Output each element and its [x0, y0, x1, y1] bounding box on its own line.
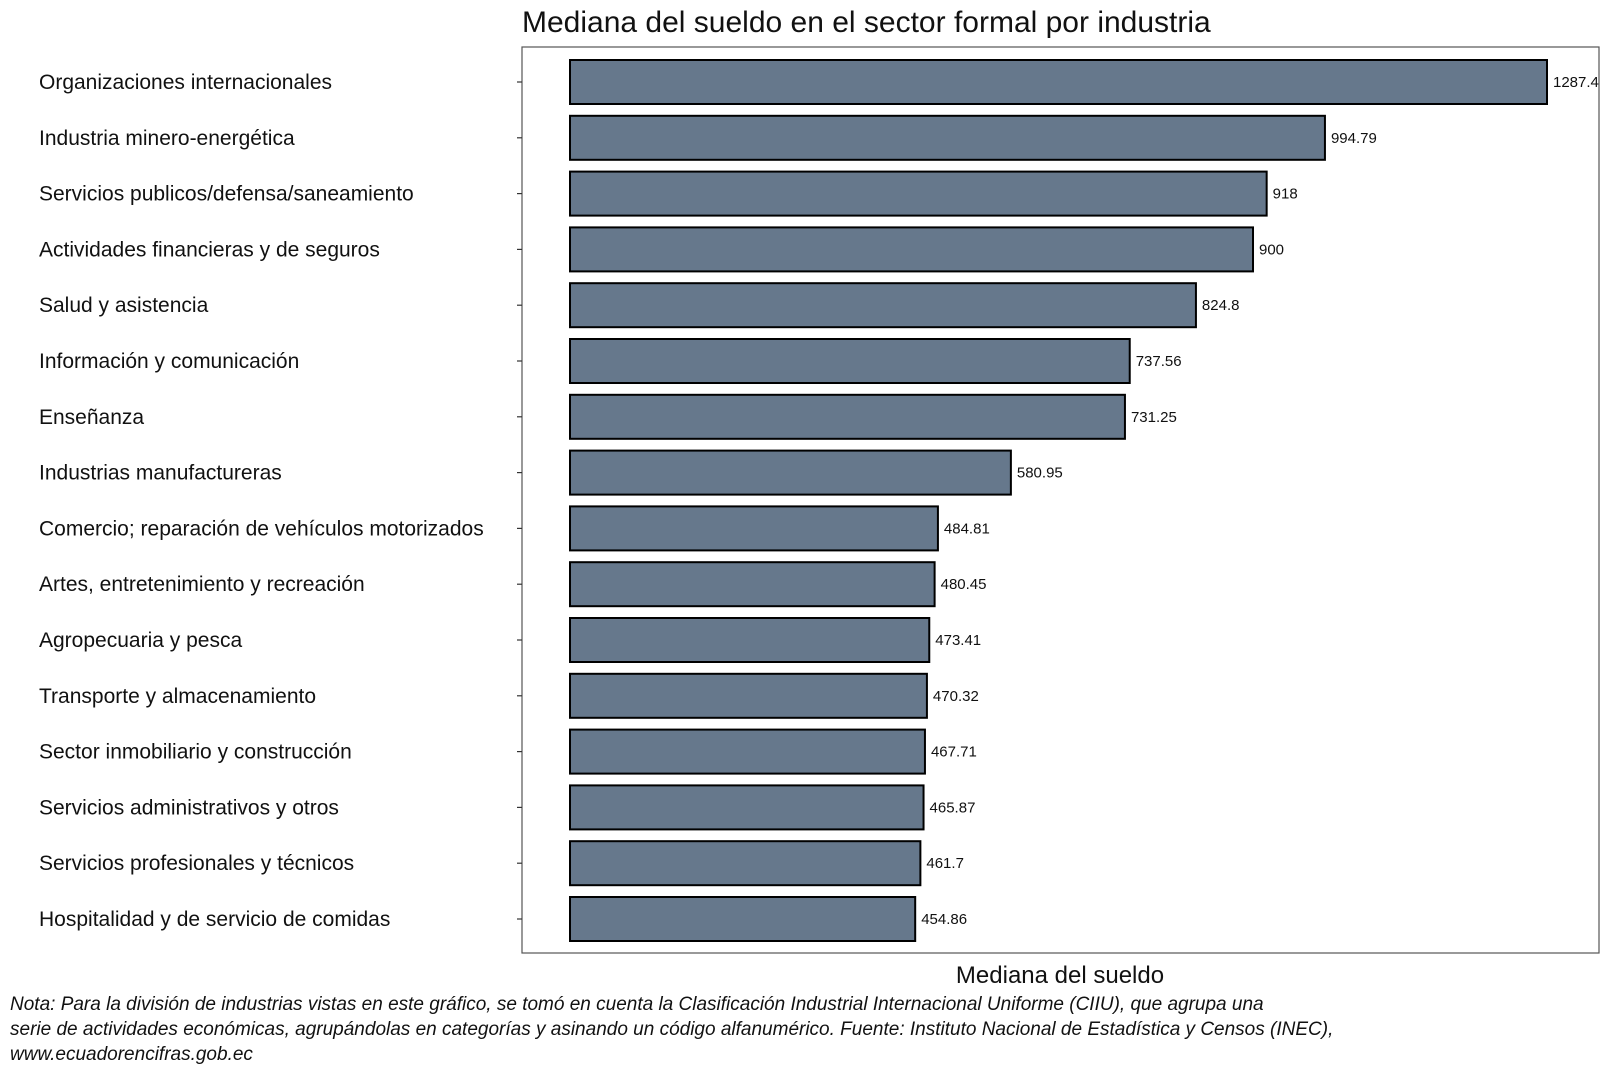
category-label: Industrias manufactureras	[39, 462, 282, 485]
category-label: Transporte y almacenamiento	[39, 685, 316, 708]
bar	[569, 840, 922, 887]
category-label: Artes, entretenimiento y recreación	[39, 573, 365, 596]
bar	[569, 449, 1012, 496]
bar	[569, 59, 1548, 105]
category-label: Industria minero-energética	[39, 127, 295, 150]
bar-value-label: 994.79	[1331, 130, 1377, 147]
bar	[569, 728, 926, 775]
bar-value-label: 473.41	[935, 632, 981, 649]
bar	[569, 896, 917, 942]
category-label-group: Organizaciones internacionales Industria …	[39, 71, 484, 931]
bar	[569, 393, 1126, 440]
bar-value-label: 580.95	[1017, 465, 1063, 482]
bar	[569, 672, 928, 719]
bar-value-label: 731.25	[1131, 409, 1177, 426]
bar-value-label: 454.86	[921, 911, 967, 928]
bar	[569, 226, 1255, 273]
bar	[569, 784, 925, 831]
bar	[569, 114, 1326, 161]
category-label: Enseñanza	[39, 406, 144, 429]
bar-value-label: 918	[1273, 186, 1298, 203]
bar-value-label: 484.81	[944, 520, 990, 537]
footnote: Nota: Para la división de industrias vis…	[10, 992, 1570, 1067]
bar	[569, 505, 939, 552]
bar-value-label: 824.8	[1202, 297, 1240, 314]
bar-group: 1287.4 994.79 918 900 824.8 737.56 731.25 580.9…	[569, 59, 1599, 942]
footnote-line: serie de actividades económicas, agrupán…	[10, 1019, 1334, 1040]
category-label: Sector inmobiliario y construcción	[39, 741, 352, 764]
category-label: Servicios profesionales y técnicos	[39, 852, 354, 875]
bar	[569, 170, 1268, 217]
bar	[569, 338, 1131, 384]
chart-title: Mediana del sueldo en el sector formal p…	[522, 6, 1211, 39]
bar	[569, 617, 931, 663]
x-axis-label: Mediana del sueldo	[956, 962, 1164, 989]
category-label: Servicios administrativos y otros	[39, 796, 339, 819]
y-tick-group	[517, 81, 522, 920]
bar-value-label: 1287.4	[1553, 74, 1599, 91]
bar-value-label: 465.87	[930, 799, 976, 816]
bar-value-label: 461.7	[926, 855, 964, 872]
category-label: Actividades financieras y de seguros	[39, 238, 380, 261]
category-label: Información y comunicación	[39, 350, 299, 373]
category-label: Comercio; reparación de vehículos motori…	[39, 517, 484, 540]
bar-value-label: 900	[1259, 241, 1284, 258]
footnote-line: www.ecuadorencifras.gob.ec	[10, 1044, 253, 1065]
bar-value-label: 467.71	[931, 744, 977, 761]
category-label: Hospitalidad y de servicio de comidas	[39, 908, 390, 931]
category-label: Servicios publicos/defensa/saneamiento	[39, 183, 414, 206]
bar	[569, 561, 936, 608]
bar-value-label: 480.45	[941, 576, 987, 593]
category-label: Agropecuaria y pesca	[39, 629, 242, 652]
footnote-line: Nota: Para la división de industrias vis…	[10, 994, 1264, 1015]
bar-chart: Mediana del sueldo en el sector formal p…	[39, 6, 1600, 989]
bar-value-label: 470.32	[933, 688, 979, 705]
bar-value-label: 737.56	[1136, 353, 1182, 370]
bar	[569, 282, 1197, 329]
category-label: Salud y asistencia	[39, 294, 209, 317]
category-label: Organizaciones internacionales	[39, 71, 332, 94]
